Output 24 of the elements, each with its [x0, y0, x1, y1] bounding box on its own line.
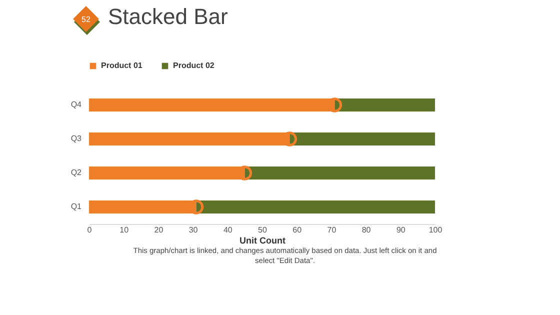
x-tick-label: 0: [87, 226, 92, 234]
y-tick-label: Q1: [70, 202, 82, 211]
legend-label: Product 01: [101, 61, 143, 70]
x-tick-label: 70: [327, 226, 337, 234]
y-tick-label: Q2: [70, 168, 82, 177]
y-tick-label: Q3: [70, 134, 82, 143]
bar: [244, 166, 435, 180]
x-tick-label: 50: [258, 226, 268, 234]
diamond-icon: 52: [71, 5, 101, 35]
x-tick-label: 90: [396, 226, 406, 234]
bar: [334, 98, 435, 112]
legend-label: Product 02: [173, 61, 215, 70]
y-tick-label: Q4: [70, 100, 82, 109]
x-tick-label: 60: [292, 226, 302, 234]
x-tick-label: 80: [362, 226, 372, 234]
x-tick-label: 40: [223, 226, 233, 234]
x-tick-label: 10: [120, 226, 130, 234]
chart-title: Stacked Bar: [108, 4, 228, 30]
x-tick-label: 20: [154, 226, 164, 234]
x-axis-title: Unit Count: [240, 236, 286, 246]
x-tick-label: 100: [428, 226, 443, 234]
bar: [290, 132, 435, 146]
bar: [196, 200, 435, 214]
x-tick-label: 30: [188, 226, 198, 234]
